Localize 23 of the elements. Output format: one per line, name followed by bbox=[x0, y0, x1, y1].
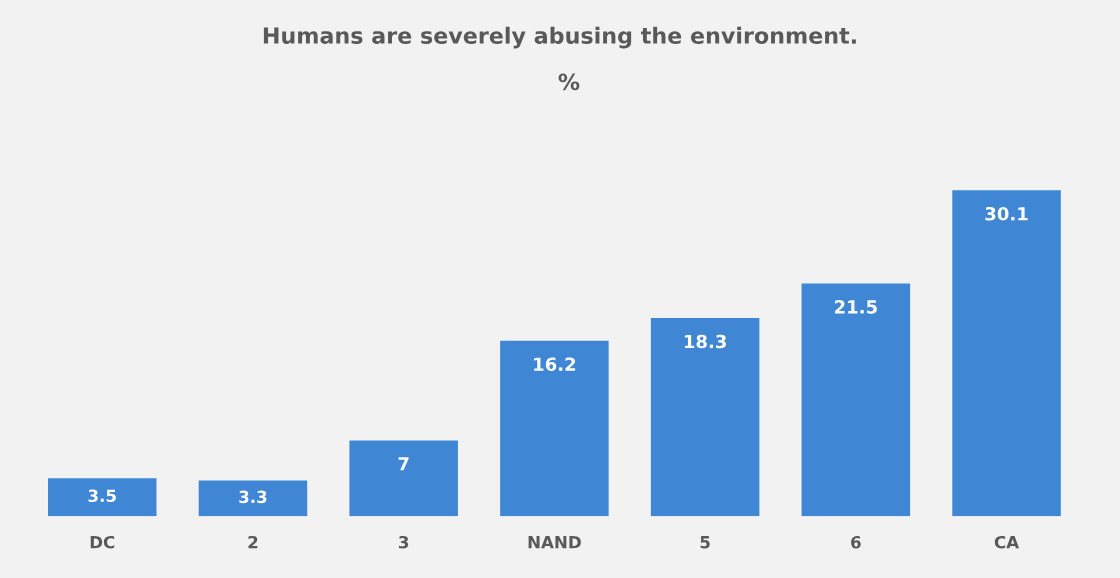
data-label: 7 bbox=[398, 457, 409, 471]
x-tick-label: NAND bbox=[528, 536, 581, 549]
x-tick-label: CA bbox=[994, 535, 1020, 549]
bar bbox=[198, 480, 308, 517]
bar bbox=[952, 190, 1061, 517]
data-label: 18.3 bbox=[684, 334, 726, 349]
bar bbox=[47, 478, 157, 517]
bar bbox=[349, 440, 458, 517]
chart-title: Humans are severely abusing the environment. bbox=[263, 26, 856, 49]
x-tick-label: 6 bbox=[851, 535, 861, 549]
data-label: 30.1 bbox=[985, 206, 1028, 221]
chart-subtitle: % bbox=[558, 73, 580, 91]
x-tick-label: 2 bbox=[248, 535, 258, 549]
x-tick-label: 5 bbox=[700, 536, 710, 549]
data-label: 3.5 bbox=[88, 489, 116, 503]
data-label: 21.5 bbox=[834, 300, 877, 314]
data-label: 16.2 bbox=[534, 357, 576, 372]
data-label: 3.3 bbox=[239, 490, 267, 504]
x-tick-label: 3 bbox=[399, 535, 409, 549]
x-tick-label: DC bbox=[90, 535, 115, 549]
bar bbox=[650, 318, 760, 517]
bar bbox=[801, 283, 911, 517]
bar bbox=[500, 340, 609, 517]
